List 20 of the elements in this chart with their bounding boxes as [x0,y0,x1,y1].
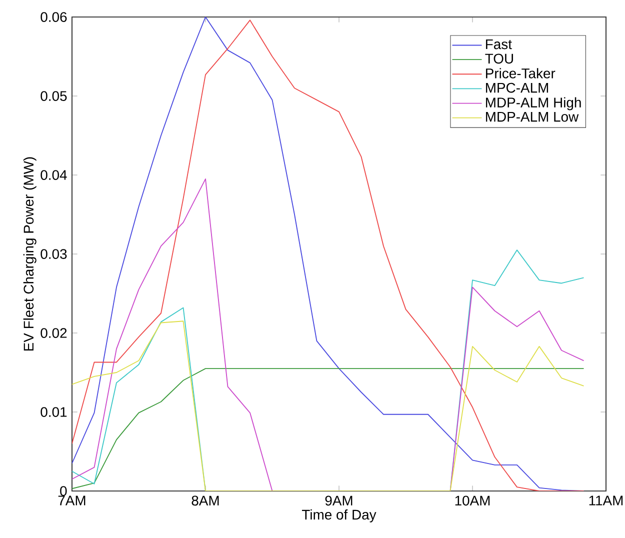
y-tick-label: 0.02 [40,328,67,338]
x-axis-title: Time of Day [302,509,376,522]
y-tick-label: 0.06 [40,12,67,22]
y-axis-title: EV Fleet Charging Power (MW) [23,157,36,351]
legend-label: TOU [485,54,513,64]
y-tick-label: 0.05 [40,91,67,101]
x-tick-label: 10AM [455,496,490,506]
y-tick-label: 0.04 [40,170,67,180]
legend-label: MDP-ALM Low [486,112,579,122]
y-tick-label: 0 [60,486,67,496]
y-tick-label: 0.03 [40,249,67,259]
legend-label: Price-Taker [486,68,556,78]
x-tick-label: 11AM [589,496,623,506]
x-tick-label: 9AM [325,496,352,506]
legend-label: MPC-ALM [486,82,548,93]
x-tick-label: 8AM [192,496,219,506]
legend-label: Fast [486,39,512,50]
x-tick-label: 7AM [58,496,86,506]
y-tick-label: 0.01 [40,407,67,417]
legend-label: MDP-ALM High [486,97,581,110]
